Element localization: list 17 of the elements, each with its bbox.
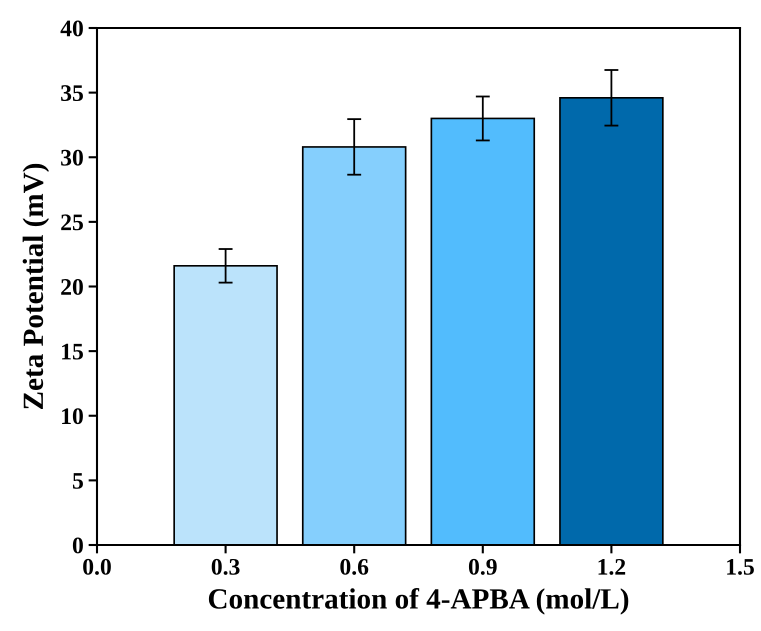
y-tick-label: 5 xyxy=(72,473,83,489)
x-tick-label: 1.2 xyxy=(598,558,626,575)
y-tick-label: 0 xyxy=(72,537,83,554)
y-tick-label: 30 xyxy=(61,150,83,166)
x-tick-label: 1.5 xyxy=(727,558,754,575)
x-tick-label: 0.3 xyxy=(212,558,240,575)
y-tick-label: 20 xyxy=(61,278,83,295)
x-tick-label: 0.9 xyxy=(468,558,497,575)
x-tick-label: 0.6 xyxy=(340,558,368,575)
y-tick-label: 35 xyxy=(61,85,83,102)
y-tick-label: 25 xyxy=(61,214,83,230)
y-tick-label: 15 xyxy=(62,344,83,360)
x-axis-title: Concentration of 4-APBA (mol/L) xyxy=(208,588,628,615)
y-tick-label: 40 xyxy=(60,20,83,36)
x-tick-label: 0.0 xyxy=(83,558,111,575)
y-axis-title: Zeta Potential (mV) xyxy=(22,164,50,410)
y-tick-label: 10 xyxy=(62,408,83,424)
